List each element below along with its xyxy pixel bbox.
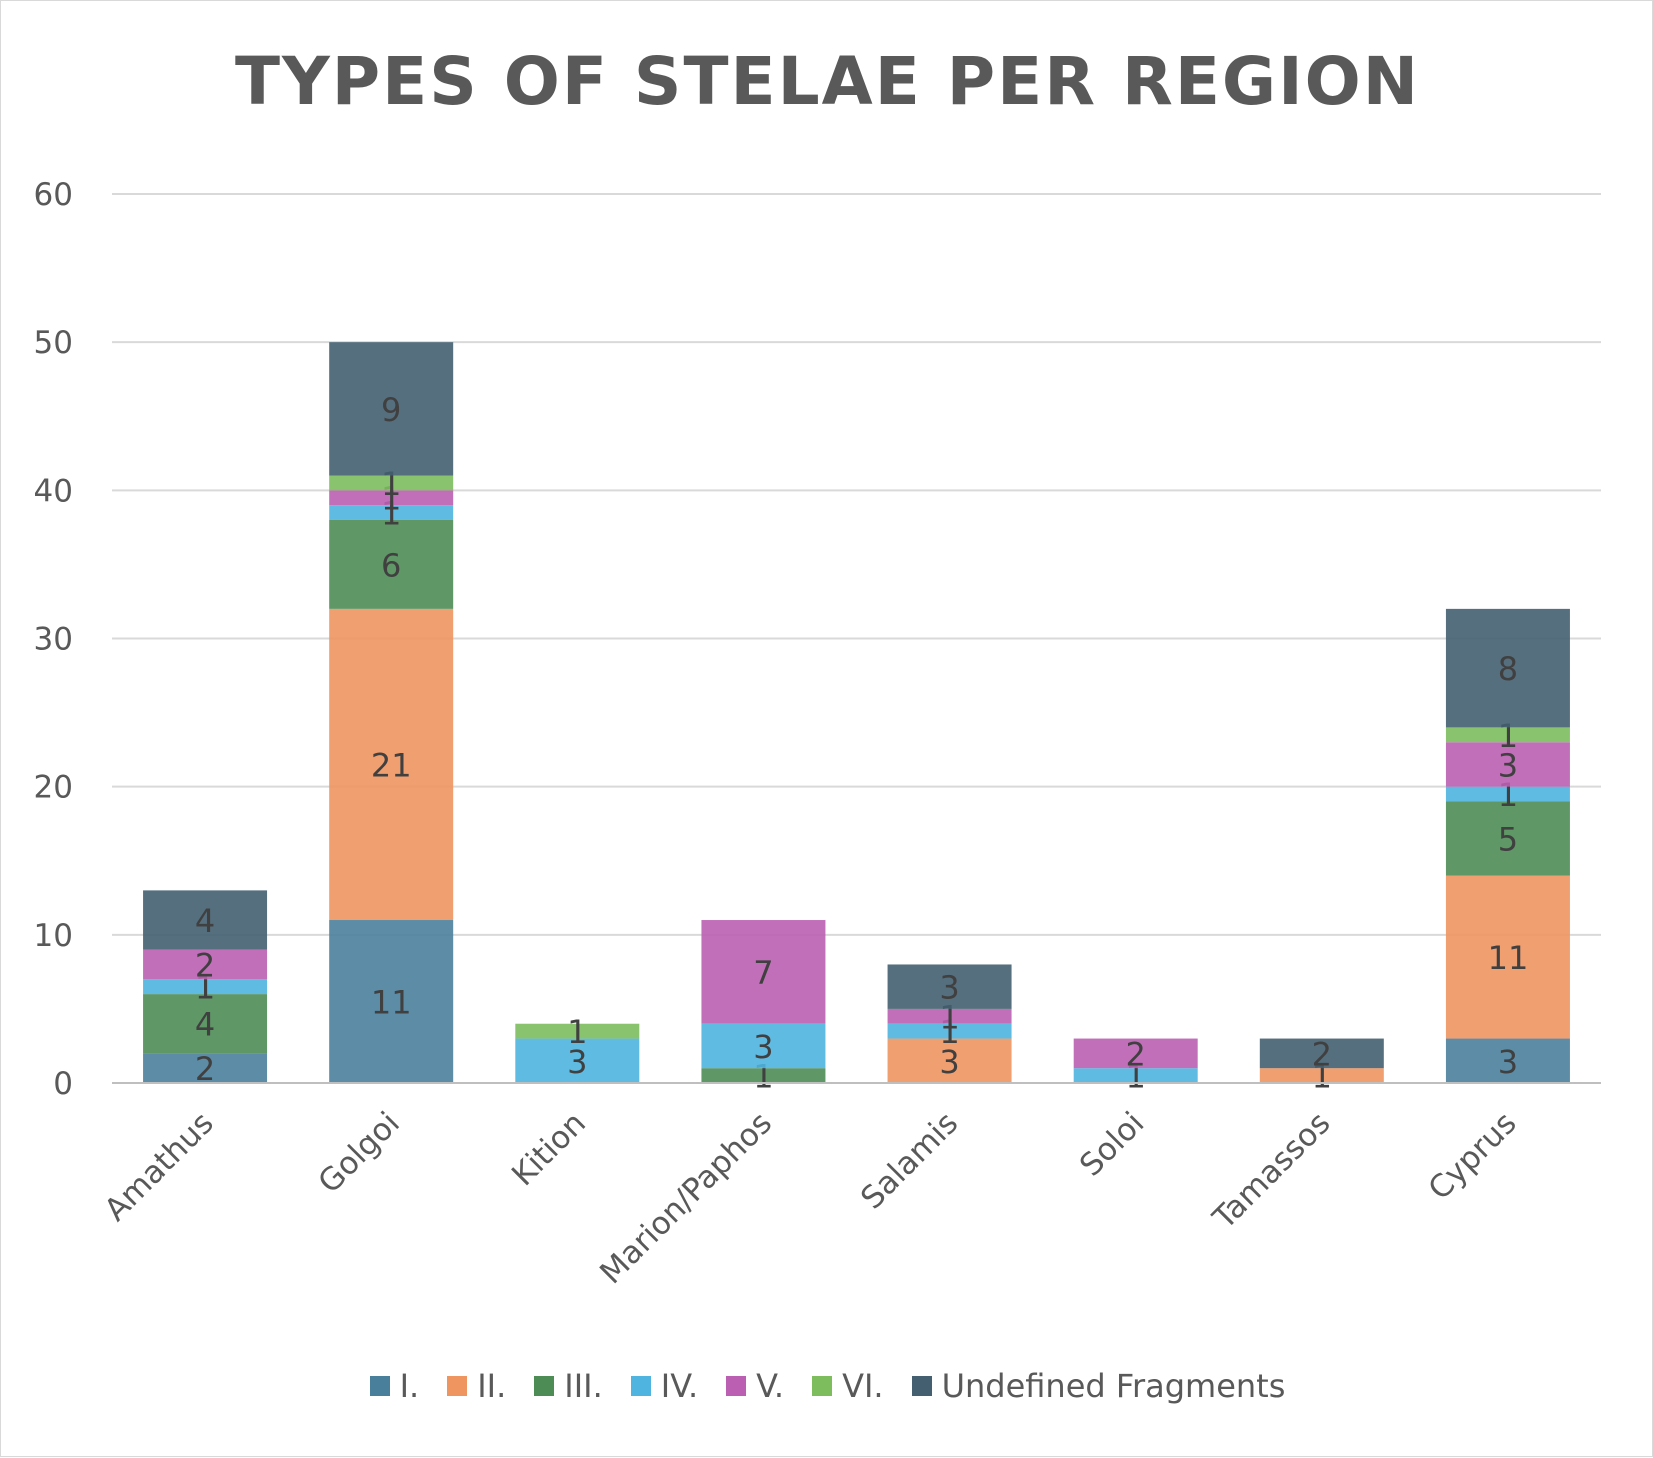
data-label: 4 [195, 902, 215, 940]
x-tick-label: Golgoi [311, 1105, 406, 1200]
bar-segment [887, 964, 1012, 1009]
data-label: 9 [381, 391, 401, 429]
legend-swatch [812, 1376, 833, 1396]
x-tick-label: Kition [505, 1105, 593, 1193]
bar-segment [887, 1038, 1012, 1083]
bar-segment [329, 342, 454, 476]
x-tick-label: Soloi [1073, 1105, 1151, 1183]
legend-item: I. [369, 1367, 420, 1405]
chart-title: TYPES OF STELAE PER REGION [234, 43, 1421, 120]
bar-segment [329, 505, 454, 520]
data-label: 8 [1498, 650, 1518, 688]
bar-segment [1259, 1068, 1384, 1083]
data-label: 2 [1126, 1035, 1146, 1073]
legend-swatch [534, 1376, 555, 1396]
legend-label: I. [399, 1367, 420, 1405]
bar-segment [1073, 1038, 1198, 1069]
data-label: 1 [567, 1013, 587, 1051]
bar-segment [515, 1038, 640, 1083]
bar-segment [1259, 1038, 1384, 1069]
bar-segment [701, 1023, 826, 1069]
bar-segment [143, 979, 268, 995]
x-tick-label: Cyprus [1422, 1105, 1524, 1207]
legend-swatch [726, 1376, 747, 1396]
bar-segment [1445, 786, 1570, 802]
data-label: 2 [195, 1050, 215, 1088]
bar-segment [329, 608, 454, 921]
legend-swatch [369, 1376, 390, 1396]
data-label: 3 [753, 1028, 773, 1066]
legend-label: IV. [660, 1367, 699, 1405]
bar-segment [1445, 1038, 1570, 1083]
y-tick-label: 20 [34, 770, 73, 806]
y-tick-label: 50 [34, 325, 73, 361]
bar-segment [515, 1023, 640, 1039]
bar-segment [1445, 801, 1570, 876]
bar-segment [1073, 1068, 1198, 1083]
data-label: 3 [1498, 1043, 1518, 1081]
bar-segment [1445, 727, 1570, 743]
y-tick-label: 0 [53, 1066, 73, 1102]
data-label: 2 [195, 946, 215, 984]
legend-item: II. [447, 1367, 506, 1405]
bar-segment [887, 1023, 1012, 1039]
bar-segment [329, 519, 454, 609]
y-tick-label: 30 [34, 622, 73, 658]
bar-segment [701, 920, 826, 1024]
legend-label: VI. [842, 1367, 884, 1405]
y-tick-label: 40 [34, 473, 73, 509]
legend-label: V. [756, 1367, 785, 1405]
legend-swatch [630, 1376, 651, 1396]
legend-swatch [911, 1376, 932, 1396]
x-tick-label: Salamis [854, 1105, 965, 1216]
chart-legend: I. II. III. IV. V. VI. Undefined Fragments [1, 1367, 1653, 1405]
legend-label: III. [564, 1367, 603, 1405]
data-label: 3 [939, 969, 959, 1007]
bar-segment [1445, 608, 1570, 728]
bar-segment [143, 949, 268, 980]
bar-segment [329, 475, 454, 491]
data-label: 4 [195, 1006, 215, 1044]
bar-segment [887, 1008, 1012, 1024]
data-label: 21 [371, 746, 412, 784]
data-label: 3 [939, 1043, 959, 1081]
bar-segment [1445, 875, 1570, 1039]
bar-segment [143, 1053, 268, 1083]
legend-swatch [447, 1376, 468, 1396]
legend-item: VI. [812, 1367, 884, 1405]
data-label: 3 [567, 1043, 587, 1081]
bar-segment [329, 490, 454, 506]
data-label: 3 [1498, 746, 1518, 784]
x-tick-label: Tamassos [1206, 1105, 1338, 1237]
data-label: 11 [1488, 939, 1529, 977]
x-tick-label: Marion/Paphos [593, 1105, 779, 1291]
bar-segment [329, 920, 454, 1083]
y-tick-label: 10 [34, 918, 73, 954]
data-label: 2 [1312, 1035, 1332, 1073]
legend-item: V. [726, 1367, 784, 1405]
data-label: 11 [371, 984, 412, 1022]
x-tick-label: Amathus [98, 1105, 221, 1228]
bar-segment [143, 994, 268, 1054]
bar-segment [1445, 742, 1570, 787]
legend-label: Undefined Fragments [941, 1367, 1286, 1405]
legend-item: IV. [630, 1367, 699, 1405]
y-tick-label: 60 [34, 177, 73, 213]
bar-segment [701, 1068, 826, 1083]
legend-item: Undefined Fragments [911, 1367, 1286, 1405]
bar-segment [143, 890, 268, 950]
data-label: 6 [381, 546, 401, 584]
legend-item: III. [534, 1367, 603, 1405]
data-label: 5 [1498, 821, 1518, 859]
data-label: 7 [753, 954, 773, 992]
legend-label: II. [477, 1367, 507, 1405]
